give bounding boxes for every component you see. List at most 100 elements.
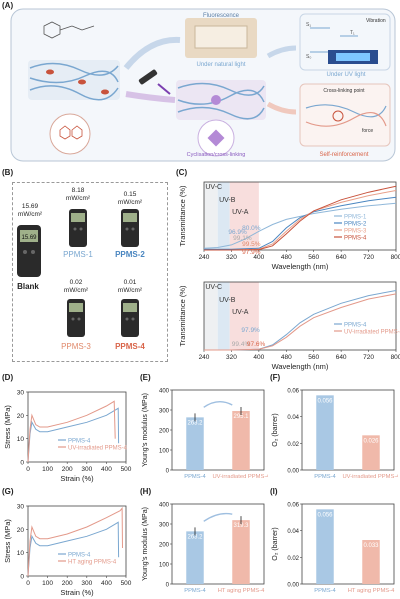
meter-value: 0.15: [123, 191, 137, 198]
panel-a-schematic: Fluorescence Under natural light Cyclisa…: [10, 8, 396, 162]
legend-label: PPMS-2: [344, 222, 367, 228]
x-tick-label: 200: [62, 466, 73, 473]
meter-unit: mW/cm²: [63, 286, 89, 294]
panel-label-h: (H): [140, 487, 152, 496]
meter-unit: mW/cm²: [117, 198, 143, 206]
y-tick-label: 0.02: [287, 442, 299, 448]
light-meter-icon: [69, 209, 87, 247]
x-axis-label: Wavelength (nm): [272, 362, 329, 371]
arrow-to-natural-light: [123, 36, 181, 70]
x-tick-label: 640: [336, 254, 347, 261]
x-axis-label: Strain (%): [60, 474, 94, 483]
panel-label-a: (A): [2, 1, 14, 10]
data-label: 319.3: [233, 523, 249, 529]
plot-frame: [171, 503, 265, 585]
annotation-label: 99.4%: [232, 341, 251, 348]
x-tick-label: 640: [336, 354, 347, 361]
y-axis-label: Young's modulus (MPa): [142, 393, 149, 467]
bar: [362, 435, 380, 470]
annotation-label: 80.0%: [242, 225, 261, 232]
x-tick-label: UV-irradiated PPMS-4: [212, 474, 268, 480]
x-tick-label: 320: [226, 354, 237, 361]
y-tick-label: 0.02: [287, 556, 299, 562]
y-tick-label: 0.00: [287, 469, 299, 475]
x-tick-label: 0: [26, 466, 30, 473]
y-tick-label: 200: [159, 543, 170, 549]
x-tick-label: 400: [253, 254, 264, 261]
uv-band-area: [229, 282, 259, 350]
x-tick-label: 240: [199, 354, 210, 361]
annotation-label: 97.9%: [241, 327, 260, 334]
annotation-label: 99.5%: [242, 241, 261, 248]
uv-band-label: UV-C: [205, 184, 222, 191]
bar: [362, 540, 380, 584]
meter-unit: mW/cm²: [17, 210, 43, 218]
y-tick-label: 0: [166, 469, 170, 475]
meter-name: PPMS-1: [63, 250, 93, 259]
y-tick-label: 300: [159, 523, 170, 529]
y-tick-label: 0.06: [287, 503, 299, 509]
y-tick-label: 10: [17, 436, 25, 443]
meter-value: 15.69: [21, 203, 39, 210]
uv-light-label: Under UV light: [326, 72, 365, 78]
y-tick-label: 300: [159, 409, 170, 415]
x-tick-label: 500: [121, 466, 132, 473]
panel-label-f: (F): [270, 373, 281, 382]
uv-band-label: UV-B: [219, 197, 236, 204]
y-axis-label: Stress (MPa): [3, 405, 12, 449]
panel-b-frame: [12, 182, 168, 362]
meter-value: 0.01: [123, 279, 137, 286]
x-axis-label: Strain (%): [60, 588, 94, 597]
plot-frame: [203, 181, 397, 251]
meter-name: PPMS-2: [115, 250, 145, 259]
s1-label: S₁: [306, 22, 311, 28]
chart-g: 0 100 200 300 400 500 0 10 20 30 Strain (%) Stress …: [3, 504, 132, 598]
panel-label-c: (C): [176, 168, 188, 177]
data-label: 263.2: [187, 534, 203, 540]
panel-label-g: (G): [2, 487, 14, 496]
uv-band-area: [204, 182, 218, 250]
y-tick-label: 0.04: [287, 415, 299, 421]
x-tick-label: 800: [391, 254, 400, 261]
plot-frame: [27, 505, 127, 577]
y-tick-label: 30: [17, 504, 25, 511]
y-tick-label: 0.06: [287, 389, 299, 395]
x-tick-label: 0: [26, 580, 30, 587]
annotation-label: 97.6%: [247, 341, 266, 348]
x-tick-label: 480: [281, 354, 292, 361]
y-tick-label: 0.04: [287, 529, 299, 535]
force-label: force: [362, 128, 373, 134]
uv-band-area: [217, 282, 230, 350]
chart-c-bottom: UV-C UV-B UV-A 240 320 400 480 560 640 720 800 Wave…: [178, 281, 400, 371]
trend-arrow: [203, 512, 233, 522]
panel-label-i: (I): [270, 487, 278, 496]
molecule-structure: [43, 21, 95, 39]
chart-e: 0 100 200 300 400 Young's modulus (MPa) 263.2 P…: [142, 389, 268, 481]
data-label: 0.033: [363, 543, 379, 549]
y-tick-label: 0: [20, 460, 24, 467]
x-tick-label: HT aging PPMS-4: [348, 588, 395, 594]
vibration-label: Vibration: [366, 18, 386, 24]
x-tick-label: 560: [308, 354, 319, 361]
bar: [316, 509, 334, 584]
legend-label: PPMS-1: [344, 215, 367, 221]
natural-light-label: Under natural light: [196, 62, 245, 68]
light-meter-icon: [121, 299, 139, 337]
bar: [232, 520, 250, 584]
x-tick-label: 100: [42, 466, 53, 473]
bar: [316, 395, 334, 470]
y-tick-label: 400: [159, 503, 170, 509]
polymer-mesh-left: [28, 60, 120, 101]
chart-f: 0.00 0.02 0.04 0.06 O₂ (barrer) 0.056 PPMS-4 0.…: [272, 389, 398, 481]
x-axis-label: Wavelength (nm): [272, 262, 329, 271]
x-tick-label: 720: [363, 254, 374, 261]
data-label: 295.1: [233, 414, 249, 420]
meter-unit: mW/cm²: [65, 194, 91, 202]
annotation-label: 96.9%: [228, 229, 247, 236]
series-line-ht-aging-ppms-4: [27, 506, 123, 577]
svg-text:15.69: 15.69: [21, 235, 37, 241]
crosslink-point-label: Cross-linking point: [323, 88, 365, 94]
x-tick-label: 400: [101, 466, 112, 473]
x-tick-label: 300: [81, 466, 92, 473]
chart-i: 0.00 0.02 0.04 0.06 O₂ (barrer) 0.056 PPMS-4 0.…: [272, 503, 395, 595]
